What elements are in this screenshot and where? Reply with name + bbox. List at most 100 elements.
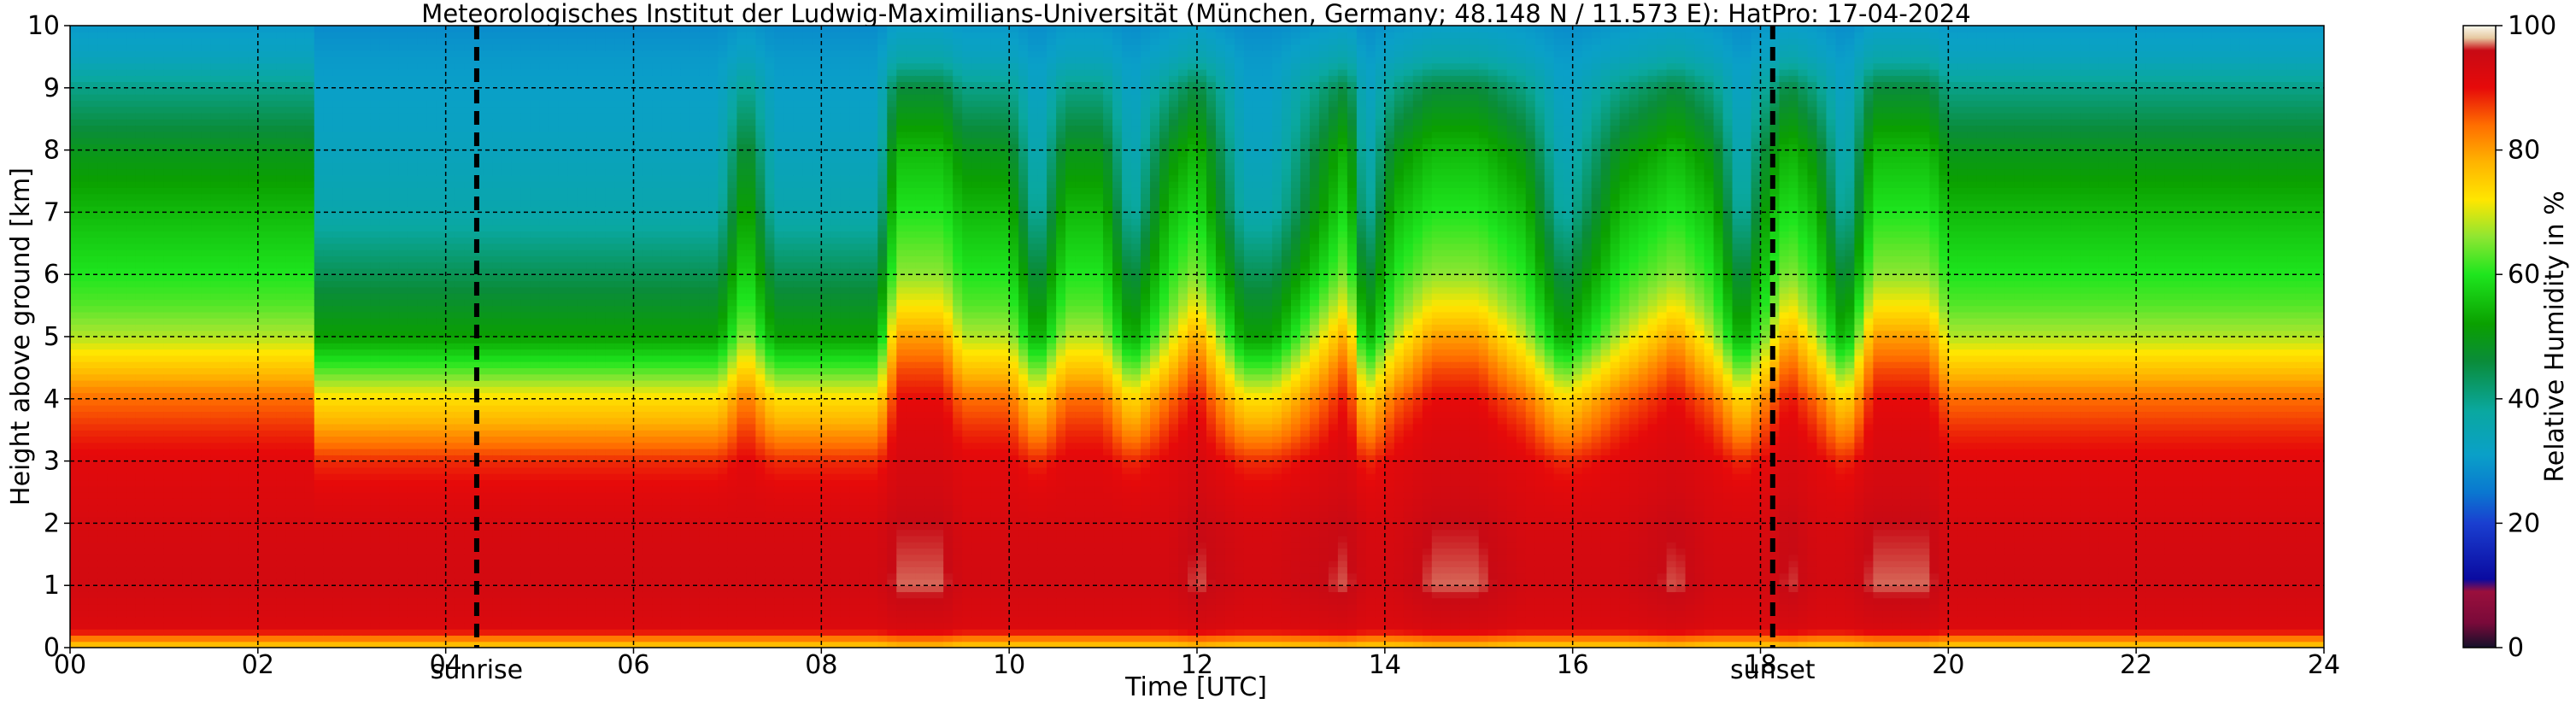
heatmap-cell (89, 505, 99, 512)
heatmap-cell (352, 386, 362, 393)
heatmap-cell (249, 424, 259, 431)
heatmap-cell (465, 635, 475, 642)
heatmap-cell (437, 219, 447, 226)
heatmap-cell (164, 536, 174, 543)
heatmap-cell (399, 536, 409, 543)
heatmap-cell (164, 467, 174, 474)
heatmap-cell (211, 536, 221, 543)
heatmap-cell (239, 69, 249, 76)
heatmap-cell (324, 38, 334, 45)
heatmap-cell (314, 473, 325, 480)
heatmap-cell (333, 473, 343, 480)
heatmap-cell (145, 156, 155, 163)
heatmap-cell (455, 32, 466, 38)
heatmap-cell (89, 132, 99, 138)
heatmap-cell (155, 536, 165, 543)
heatmap-cell (145, 75, 155, 82)
heatmap-cell (202, 505, 212, 512)
heatmap-cell (258, 479, 268, 486)
heatmap-cell (465, 554, 475, 561)
heatmap-cell (399, 293, 409, 300)
heatmap-cell (455, 566, 466, 573)
heatmap-cell (230, 486, 240, 493)
heatmap-cell (117, 635, 127, 642)
heatmap-cell (502, 604, 513, 611)
heatmap-cell (446, 473, 456, 480)
heatmap-cell (371, 132, 381, 138)
heatmap-cell (117, 238, 127, 244)
heatmap-cell (258, 337, 268, 343)
heatmap-cell (390, 238, 400, 244)
heatmap-cell (136, 132, 146, 138)
heatmap-cell (418, 430, 428, 437)
heatmap-cell (531, 343, 541, 349)
heatmap-cell (408, 349, 419, 356)
heatmap-cell (258, 560, 268, 567)
heatmap-cell (371, 635, 381, 642)
heatmap-cell (173, 343, 184, 349)
heatmap-cell (192, 324, 202, 331)
heatmap-cell (164, 287, 174, 294)
heatmap-cell (155, 530, 165, 537)
heatmap-cell (418, 100, 428, 107)
heatmap-cell (164, 324, 174, 331)
heatmap-cell (531, 132, 541, 138)
heatmap-cell (220, 287, 231, 294)
heatmap-cell (361, 293, 372, 300)
heatmap-cell (408, 32, 419, 38)
heatmap-cell (230, 367, 240, 374)
heatmap-cell (399, 150, 409, 157)
heatmap-cell (305, 486, 315, 493)
heatmap-cell (220, 175, 231, 182)
heatmap-cell (399, 119, 409, 126)
heatmap-cell (192, 287, 202, 294)
heatmap-cell (493, 132, 503, 138)
heatmap-cell (126, 32, 137, 38)
heatmap-cell (371, 249, 381, 256)
heatmap-cell (521, 113, 531, 120)
heatmap-cell (220, 486, 231, 493)
heatmap-cell (173, 430, 184, 437)
heatmap-cell (183, 107, 193, 114)
heatmap-cell (333, 530, 343, 537)
heatmap-cell (79, 119, 90, 126)
heatmap-cell (333, 374, 343, 381)
heatmap-cell (79, 536, 90, 543)
heatmap-cell (155, 361, 165, 368)
heatmap-cell (418, 75, 428, 82)
heatmap-cell (446, 610, 456, 617)
heatmap-cell (258, 200, 268, 207)
heatmap-cell (70, 100, 80, 107)
heatmap-cell (79, 566, 90, 573)
heatmap-cell (352, 312, 362, 319)
heatmap-cell (239, 591, 249, 598)
heatmap-cell (314, 75, 325, 82)
heatmap-cell (136, 38, 146, 45)
heatmap-cell (192, 69, 202, 76)
heatmap-cell (455, 138, 466, 144)
heatmap-cell (164, 473, 174, 480)
heatmap-cell (418, 69, 428, 76)
heatmap-cell (173, 168, 184, 175)
heatmap-cell (418, 181, 428, 188)
heatmap-cell (183, 486, 193, 493)
heatmap-cell (117, 187, 127, 194)
heatmap-cell (220, 107, 231, 114)
heatmap-cell (258, 238, 268, 244)
heatmap-cell (70, 473, 80, 480)
heatmap-cell (79, 287, 90, 294)
heatmap-cell (258, 107, 268, 114)
heatmap-cell (296, 75, 306, 82)
heatmap-cell (390, 312, 400, 319)
heatmap-cell (418, 405, 428, 412)
heatmap-cell (333, 629, 343, 636)
heatmap-cell (314, 430, 325, 437)
heatmap-cell (314, 107, 325, 114)
heatmap-cell (239, 473, 249, 480)
heatmap-cell (277, 349, 287, 356)
heatmap-cell (314, 617, 325, 624)
heatmap-cell (98, 411, 109, 418)
heatmap-cell (380, 436, 390, 443)
heatmap-cell (117, 255, 127, 262)
heatmap-cell (418, 591, 428, 598)
